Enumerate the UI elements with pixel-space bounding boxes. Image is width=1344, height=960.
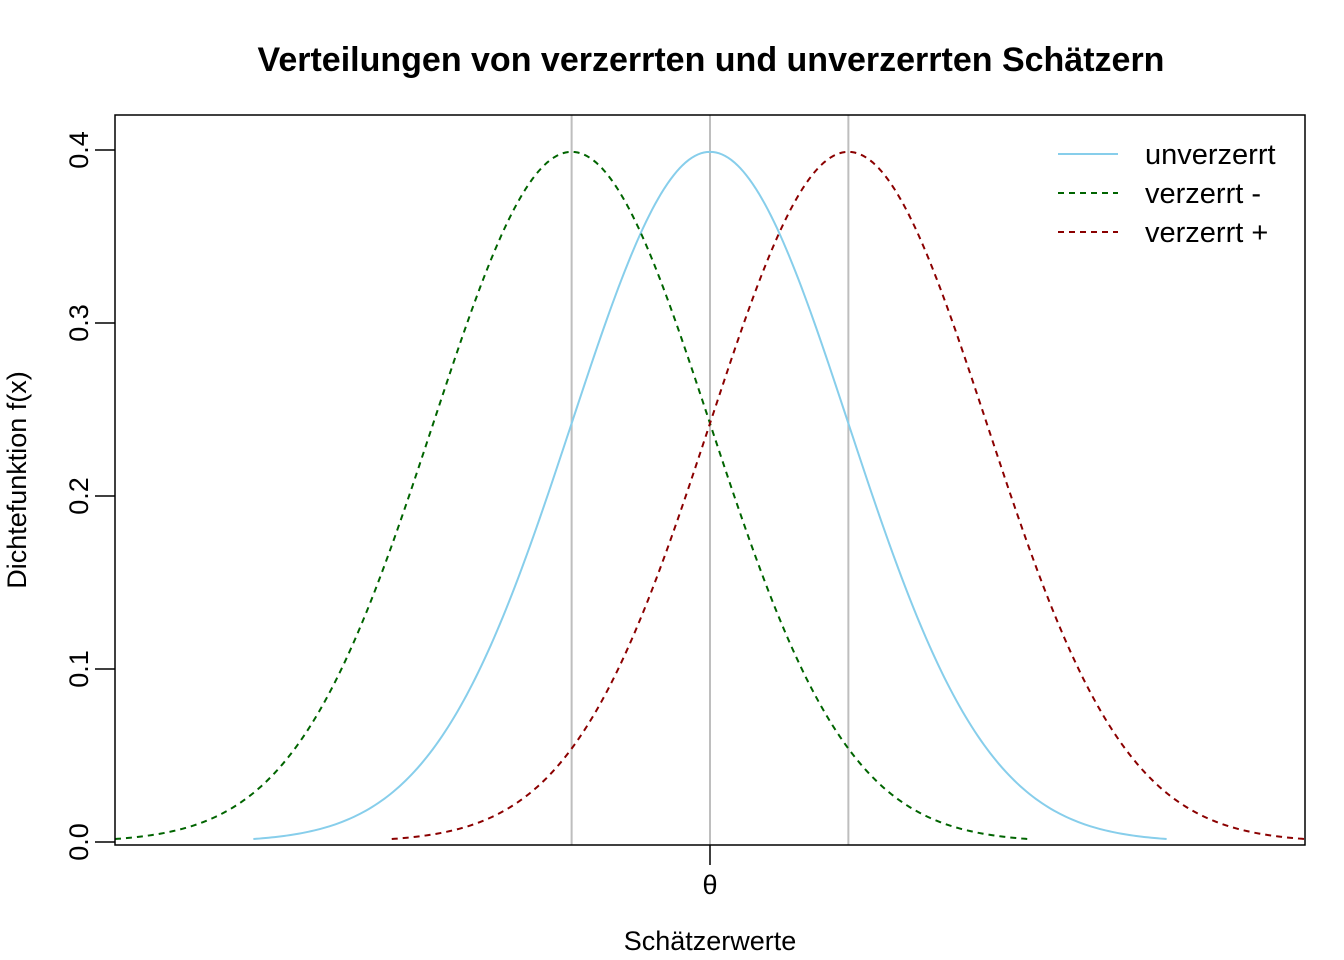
series-line-1: [114, 150, 1029, 841]
y-tick-label: 0.0: [64, 823, 94, 861]
y-tick-label: 0.4: [64, 131, 94, 169]
y-axis-label: Dichtefunktion f(x): [2, 371, 32, 589]
y-tick-label: 0.3: [64, 304, 94, 342]
series-line-0: [253, 150, 1167, 841]
plot-area: [114, 115, 1306, 845]
legend-label-0: unverzerrt: [1145, 139, 1276, 171]
y-tick-label: 0.2: [64, 477, 94, 515]
y-tick-label: 0.1: [64, 650, 94, 688]
legend-label-1: verzerrt -: [1145, 178, 1261, 210]
chart-title: Verteilungen von verzerrten und unverzer…: [258, 41, 1165, 79]
x-tick-label: θ: [702, 870, 717, 900]
legend-label-2: verzerrt +: [1145, 217, 1268, 249]
x-axis-label: Schätzerwerte: [624, 926, 797, 956]
axes: 0.0 0.1 0.2 0.3 0.4 θ: [64, 131, 718, 900]
legend: unverzerrt verzerrt - verzerrt +: [1058, 139, 1276, 249]
series-line-2: [391, 150, 1306, 841]
